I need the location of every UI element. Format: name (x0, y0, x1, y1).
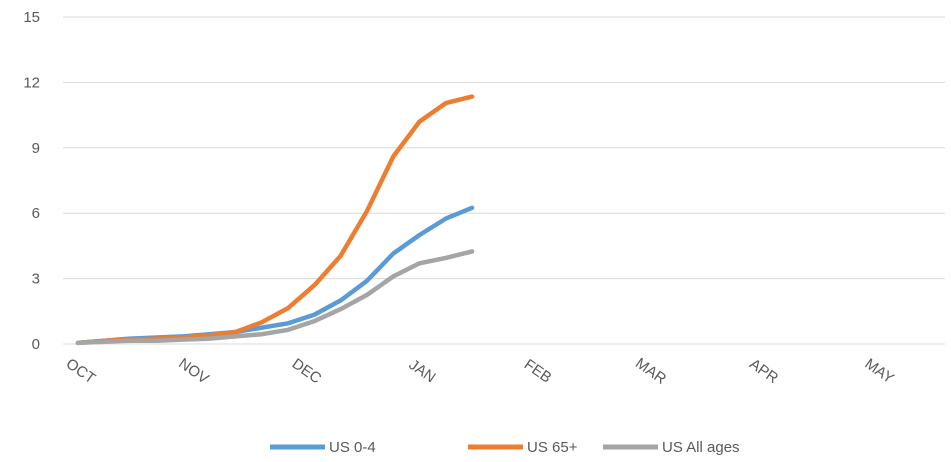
x-tick-label: DEC (289, 355, 325, 387)
x-tick-label: FEB (521, 356, 555, 387)
x-axis-ticks: OCT NOV DEC JAN FEB MAR APR MAY (63, 355, 897, 388)
x-tick-label: OCT (63, 355, 99, 387)
x-tick-label: JAN (406, 356, 439, 386)
series-line-1 (75, 94, 475, 346)
legend-label: US 65+ (527, 439, 578, 456)
x-tick-label: MAR (632, 355, 669, 388)
y-tick-label: 0 (32, 336, 40, 353)
y-axis-ticks: 0 3 6 9 12 15 (23, 9, 40, 353)
legend: US 0-4 US 65+ US All ages (270, 439, 740, 456)
x-tick-label: APR (746, 356, 781, 388)
series-line-0 (75, 205, 475, 346)
y-tick-label: 3 (32, 271, 40, 288)
x-tick-label: NOV (175, 355, 211, 388)
gridlines (63, 16, 945, 345)
legend-label: US 0-4 (329, 439, 376, 456)
legend-label: US All ages (662, 439, 740, 456)
y-tick-label: 9 (32, 140, 40, 157)
y-tick-label: 15 (23, 9, 40, 26)
y-tick-label: 12 (23, 74, 40, 91)
series-lines (75, 94, 475, 346)
y-tick-label: 6 (32, 205, 40, 222)
series-line-2 (75, 249, 475, 346)
x-tick-label: MAY (862, 355, 897, 387)
